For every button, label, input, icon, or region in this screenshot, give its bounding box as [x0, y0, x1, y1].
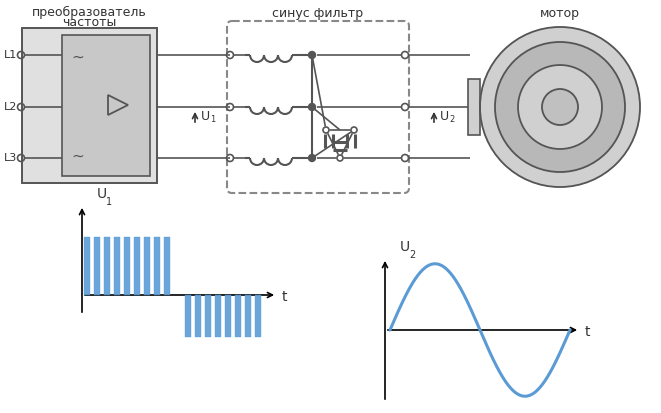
Text: L1: L1 — [4, 50, 17, 60]
Bar — [215, 295, 221, 337]
Bar — [185, 295, 191, 337]
Circle shape — [337, 155, 343, 161]
Bar — [255, 295, 261, 337]
Circle shape — [495, 42, 625, 172]
Text: 2: 2 — [449, 116, 454, 124]
Circle shape — [309, 52, 315, 59]
Circle shape — [309, 104, 315, 111]
Text: U: U — [201, 111, 210, 123]
Text: преобразователь: преобразователь — [32, 5, 146, 19]
Bar — [195, 295, 201, 337]
Circle shape — [309, 154, 315, 161]
Text: U: U — [400, 240, 410, 254]
Text: L2: L2 — [4, 102, 17, 112]
Circle shape — [351, 127, 357, 133]
Bar — [144, 237, 150, 295]
Text: ~: ~ — [71, 149, 85, 164]
Bar — [114, 237, 120, 295]
Bar — [94, 237, 100, 295]
Text: ~: ~ — [71, 50, 85, 64]
Bar — [164, 237, 170, 295]
Text: синус фильтр: синус фильтр — [272, 7, 364, 21]
Text: частоты: частоты — [62, 17, 116, 29]
Text: 1: 1 — [106, 197, 112, 207]
Text: t: t — [282, 290, 288, 304]
Circle shape — [323, 127, 329, 133]
Text: L3: L3 — [4, 153, 17, 163]
Bar — [225, 295, 231, 337]
Bar — [124, 237, 130, 295]
Text: 1: 1 — [210, 116, 215, 124]
Text: U: U — [97, 187, 107, 201]
Circle shape — [542, 89, 578, 125]
Bar — [468, 79, 480, 135]
Bar — [62, 35, 150, 176]
Bar — [235, 295, 241, 337]
Circle shape — [518, 65, 602, 149]
Bar — [154, 237, 160, 295]
Text: мотор: мотор — [540, 7, 580, 19]
Bar — [84, 237, 90, 295]
Text: U: U — [440, 111, 449, 123]
Bar — [245, 295, 251, 337]
Text: 2: 2 — [409, 250, 415, 260]
Bar — [104, 237, 110, 295]
Bar — [22, 28, 157, 183]
Text: t: t — [585, 325, 590, 339]
Bar — [205, 295, 211, 337]
Circle shape — [480, 27, 640, 187]
Bar — [134, 237, 140, 295]
